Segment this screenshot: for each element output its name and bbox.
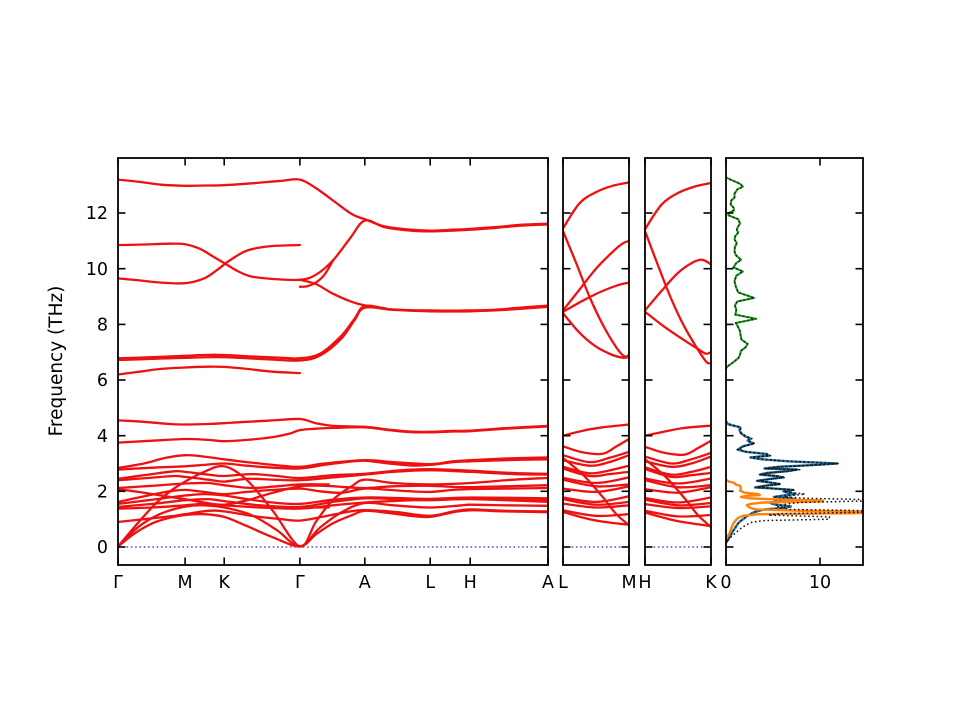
x-tick-label: M: [178, 573, 193, 593]
y-tick-label: 6: [97, 371, 108, 391]
phonon-band-line: [563, 467, 629, 478]
x-tick-label: L: [425, 573, 435, 593]
phonon-band-line: [563, 437, 629, 456]
phonon-band-line: [298, 259, 335, 288]
x-tick-label: 0: [720, 573, 731, 593]
x-tick-label: A: [542, 573, 554, 593]
phonon-band-line: [563, 502, 629, 509]
x-tick-label: Γ: [295, 573, 305, 593]
x-tick-label: K: [705, 573, 717, 593]
dos-curve-total-dos: [726, 420, 863, 544]
x-tick-label: 10: [809, 573, 831, 593]
phonon-band-line: [118, 508, 548, 524]
panel-bands-GMKG-ALHA-content: [118, 178, 548, 548]
dos-curve-pdos-mid-band: [726, 421, 839, 544]
y-tick-label: 8: [97, 316, 108, 336]
phonon-band-line: [563, 464, 629, 475]
x-tick-label: Γ: [113, 573, 123, 593]
phonon-band-line: [645, 496, 711, 504]
phonon-band-line: [645, 486, 711, 494]
axes-frame-bands-GMKG-ALHA: [117, 157, 549, 566]
y-axis-label: Frequency (THz): [46, 286, 67, 437]
phonon-band-line: [118, 219, 548, 282]
phonon-band-line: [645, 509, 711, 518]
phonon-band-line: [563, 476, 629, 485]
phonon-band-line: [563, 312, 629, 359]
phonon-band-line: [645, 455, 711, 468]
phonon-band-line: [645, 458, 711, 529]
panel-dos-content: [726, 176, 863, 544]
phonon-band-line: [645, 498, 711, 507]
phonon-band-line: [645, 479, 711, 489]
phonon-band-line: [118, 453, 548, 470]
phonon-band-line: [563, 510, 629, 526]
y-tick-label: 10: [86, 260, 108, 280]
phonon-band-line: [645, 229, 711, 365]
phonon-band-line: [563, 497, 629, 506]
phonon-band-line: [118, 484, 548, 506]
phonon-band-line: [118, 481, 330, 490]
dos-curve-pdos-high-band-dotted-overlay: [726, 176, 758, 369]
phonon-band-line: [645, 181, 711, 231]
phonon-band-line: [563, 495, 629, 504]
phonon-band-line: [118, 243, 302, 285]
axes-frame-bands-LM: [562, 157, 630, 566]
y-tick-label: 12: [86, 204, 108, 224]
phonon-band-line: [563, 454, 629, 467]
y-tick-label: 4: [97, 427, 108, 447]
phonon-band-line: [118, 305, 548, 362]
phonon-band-line: [645, 477, 711, 485]
dos-curve-pdos-mid-band-dotted-overlay: [726, 421, 837, 544]
phonon-band-line: [563, 509, 629, 518]
phonon-band-line: [118, 464, 548, 548]
phonon-band-line: [118, 467, 548, 480]
phonon-band-line: [563, 450, 629, 464]
x-tick-label: H: [638, 573, 651, 593]
x-tick-label: H: [464, 573, 477, 593]
y-tick-label: 0: [97, 538, 108, 558]
x-tick-label: K: [218, 573, 230, 593]
phonon-band-line: [563, 181, 629, 230]
x-tick-label: L: [558, 573, 568, 593]
phonon-band-line: [563, 456, 629, 527]
phonon-band-line: [563, 239, 629, 312]
phonon-band-line: [118, 178, 548, 232]
phonon-band-line: [118, 458, 548, 471]
axes-frame-dos: [725, 157, 864, 566]
y-tick-label: 2: [97, 483, 108, 503]
phonon-band-line: [645, 424, 711, 437]
axes-frame-bands-HK: [644, 157, 712, 566]
x-tick-label: M: [621, 573, 636, 593]
phonon-band-line: [645, 258, 711, 312]
panel-bands-LM-content: [563, 181, 629, 548]
phonon-band-line: [645, 439, 711, 457]
phonon-band-line: [563, 485, 629, 494]
phonon-band-line: [298, 278, 386, 310]
phonon-band-line: [563, 478, 629, 488]
x-tick-label: A: [359, 573, 371, 593]
phonon-band-line: [563, 229, 629, 358]
phonon-band-line: [645, 511, 711, 528]
phonon-band-line: [645, 465, 711, 476]
phonon-band-line: [118, 365, 302, 376]
phonon-band-line: [563, 281, 629, 313]
phonon-band-line: [563, 423, 629, 437]
phonon-band-line: [645, 451, 711, 465]
phonon-band-line: [118, 501, 548, 548]
dos-curve-pdos-low-band: [726, 478, 863, 540]
phonon-band-line: [118, 486, 548, 504]
phonon-band-line: [118, 492, 548, 506]
phonon-band-line: [645, 310, 711, 355]
panel-bands-HK-content: [645, 181, 711, 548]
phonon-band-line: [118, 304, 548, 360]
phonon-band-line: [645, 467, 711, 479]
phonon-band-line: [118, 417, 548, 434]
phonon-band-line: [645, 502, 711, 510]
